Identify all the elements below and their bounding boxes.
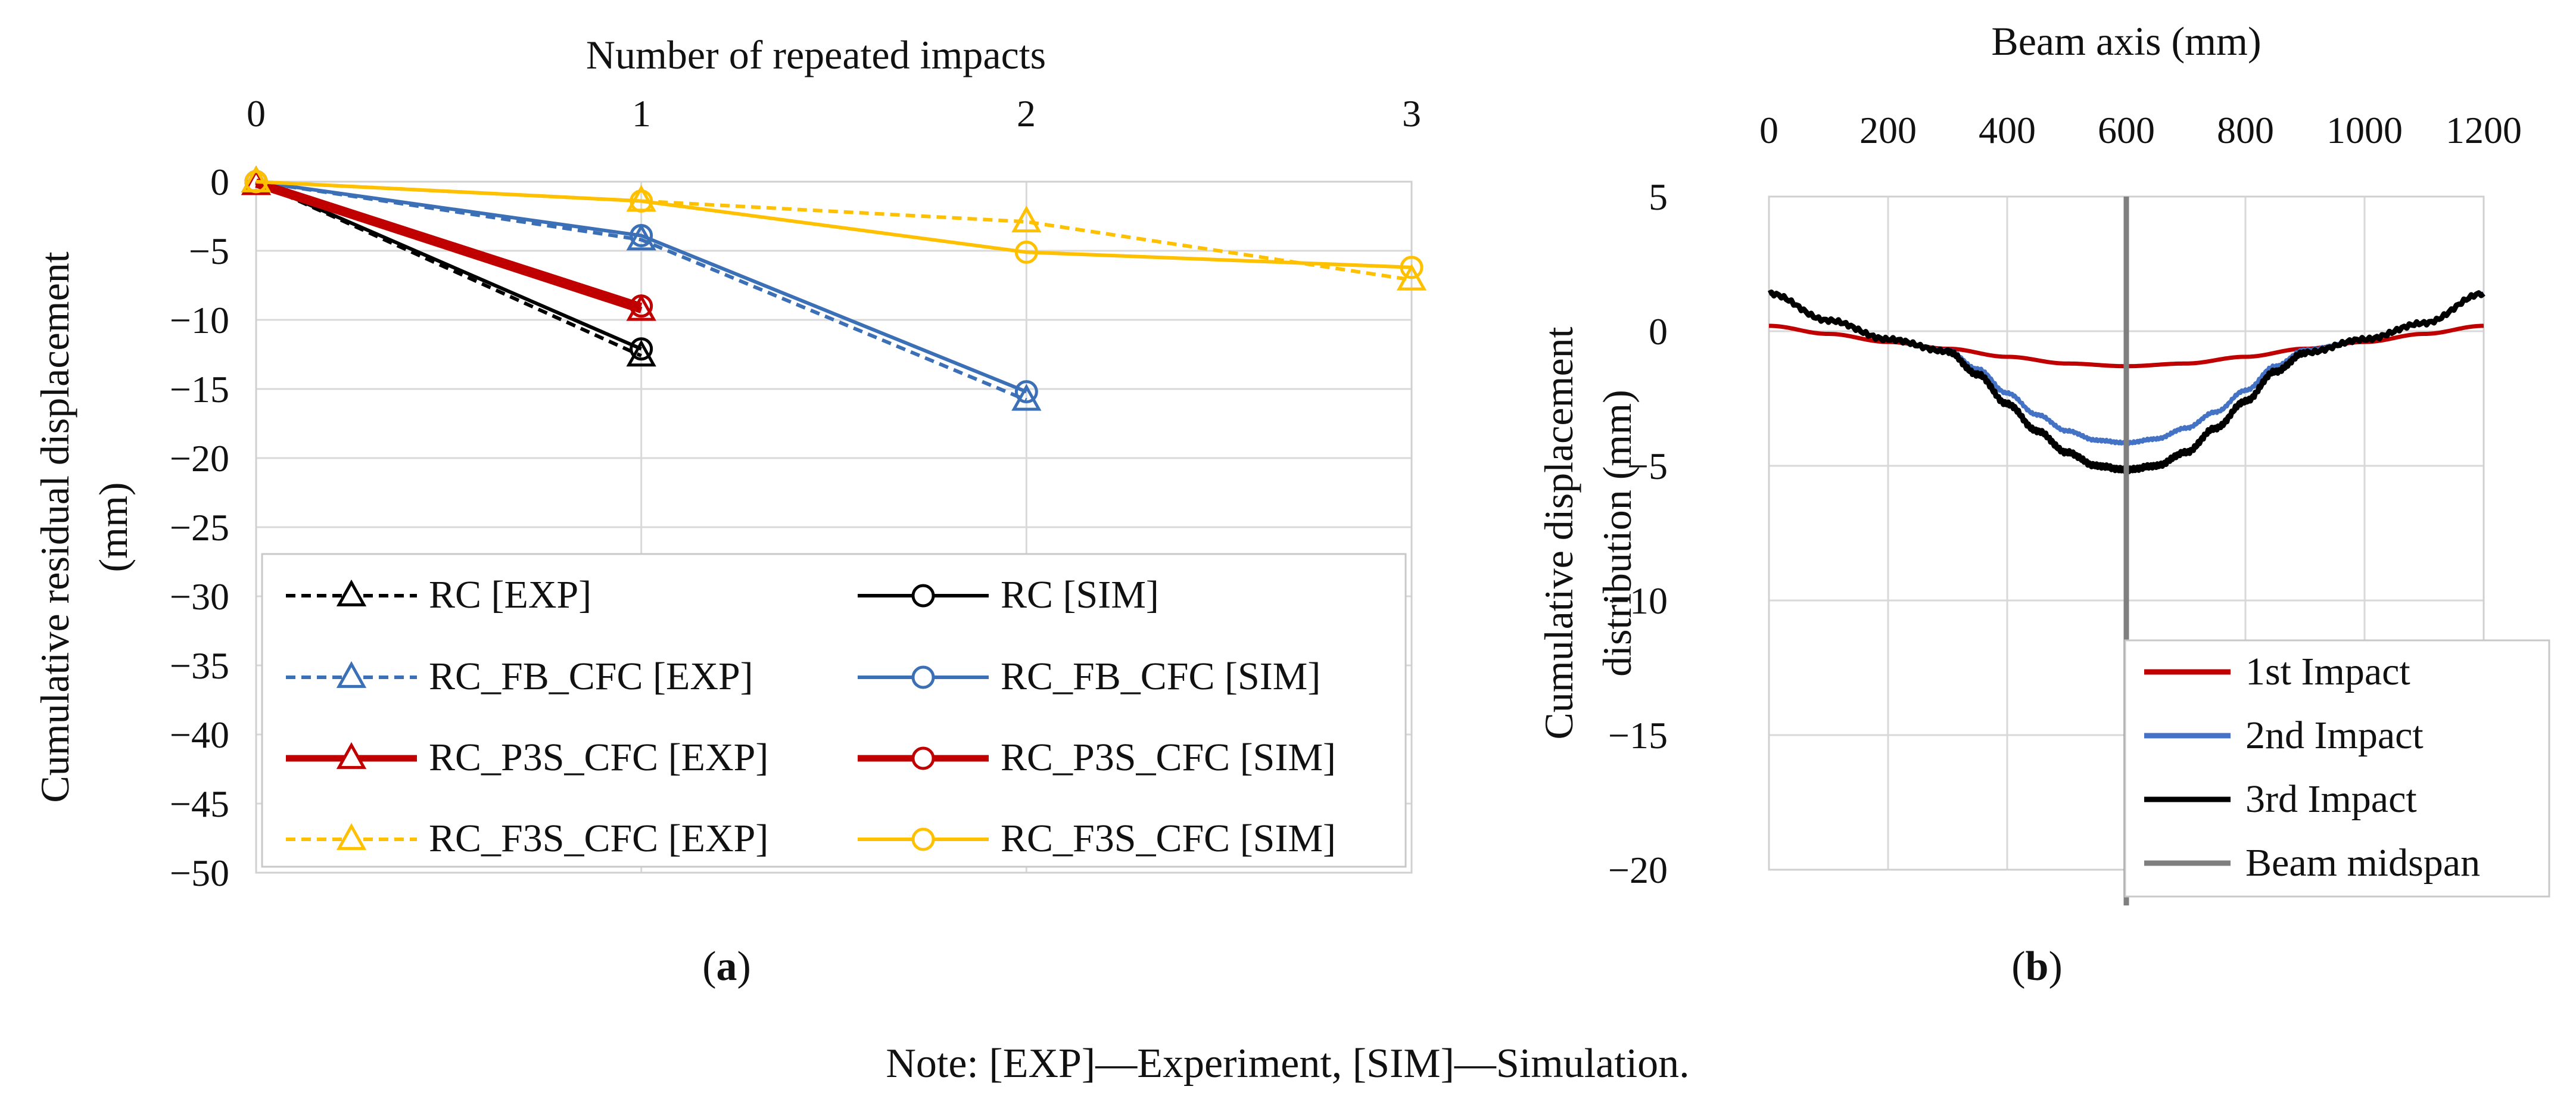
panel-a-y-tick-label: −5 <box>189 230 229 272</box>
legend-swatch-circle <box>911 827 935 851</box>
panel-b-y-tick-label: −15 <box>1608 714 1668 757</box>
panel-a-y-tick-label: −40 <box>170 714 229 756</box>
panel-a-y-tick-label: −15 <box>170 368 229 410</box>
panel-a-y-tick-label: −10 <box>170 299 229 341</box>
legend-label-rc-exp: RC [EXP] <box>429 573 591 617</box>
legend-label-1st-impact: 1st Impact <box>2245 650 2410 693</box>
panel-a-y-tick-label: −25 <box>170 506 229 549</box>
legend-label-rc-f3s-cfc-sim: RC_F3S_CFC [SIM] <box>1001 817 1336 860</box>
panel-a-label: (a) <box>702 944 751 989</box>
series-rc-f3s-cfc-exp <box>241 165 1427 291</box>
panel-b-chart: 0 200 400 600 800 1000 1200 5 0 −5 −10 −… <box>1536 18 2550 989</box>
series-line-rc-f3s-cfc-exp <box>256 180 1412 282</box>
legend-label-rc-fb-cfc-sim: RC_FB_CFC [SIM] <box>1001 655 1320 698</box>
panel-a-y-tick-label: −20 <box>170 437 229 480</box>
data-point-circle <box>630 189 653 213</box>
data-point-triangle <box>1011 206 1042 233</box>
panel-b-x-tick-label: 800 <box>2217 109 2274 151</box>
series-line-rc-p3s-cfc-sim <box>255 178 643 310</box>
panel-b-x-tick-label: 0 <box>1759 109 1778 151</box>
data-point-circle <box>244 170 268 194</box>
legend-label-beam-midspan: Beam midspan <box>2245 841 2480 885</box>
panel-b-legend-swatches <box>2144 669 2231 866</box>
data-point-circle <box>1014 380 1038 404</box>
panel-b-y-tick-label: −10 <box>1608 580 1668 622</box>
panel-b-y-axis-title: Cumulative displacement <box>1536 326 1581 739</box>
panel-a-y-tick-label: −50 <box>170 852 229 894</box>
panel-a-y-tick-label: −35 <box>170 645 229 687</box>
panel-a-y-tick-label: −45 <box>170 783 229 825</box>
panel-a-series <box>241 165 1427 411</box>
legend-swatch-rc-fb-cfc-exp <box>286 661 417 688</box>
panel-b-y-axis-title-unit: distribution (mm) <box>1594 390 1640 677</box>
panel-b-legend-box <box>2124 639 2550 898</box>
series-line-rc-fb-cfc-sim <box>256 180 1027 394</box>
panel-b-x-tick-label: 600 <box>2098 109 2155 151</box>
legend-swatch-rc-f3s-cfc-exp <box>286 823 417 850</box>
panel-a-y-tick-label: 0 <box>210 161 229 203</box>
panel-b-y-tick-label: −20 <box>1608 849 1668 891</box>
legend-label-rc-fb-cfc-exp: RC_FB_CFC [EXP] <box>429 655 753 698</box>
panel-b-x-tick-label: 200 <box>1859 109 1917 151</box>
data-point-triangle <box>1396 263 1427 291</box>
panel-b-x-axis-title: Beam axis (mm) <box>1991 18 2261 64</box>
legend-label-2nd-impact: 2nd Impact <box>2245 714 2424 757</box>
panel-a-x-axis-title: Number of repeated impacts <box>586 32 1046 77</box>
panel-b-y-tick-label: 0 <box>1649 310 1668 353</box>
data-point-circle <box>630 337 653 361</box>
legend-label-rc-sim: RC [SIM] <box>1001 573 1159 617</box>
panel-b-y-tick-label: 5 <box>1649 176 1668 218</box>
panel-b-x-tick-label: 1200 <box>2446 109 2522 151</box>
legend-swatch-circle <box>911 665 935 689</box>
panel-a-y-axis-title-unit: (mm) <box>91 482 136 572</box>
legend-swatch-rc-fb-cfc-sim <box>858 665 989 689</box>
legend-swatch-circle <box>911 584 935 608</box>
legend-swatch-circle <box>911 746 935 770</box>
panel-a-x-tick-label: 0 <box>247 92 266 135</box>
legend-swatch-triangle <box>336 742 367 769</box>
legend-swatch-rc-p3s-cfc-sim <box>858 746 989 770</box>
panel-b-y-tick-labels: 5 0 −5 −10 −15 −20 <box>1608 176 1668 891</box>
legend-swatch-triangle <box>336 579 367 606</box>
legend-swatch-triangle <box>336 661 367 688</box>
legend-label-rc-p3s-cfc-sim: RC_P3S_CFC [SIM] <box>1001 736 1336 779</box>
legend-label-3rd-impact: 3rd Impact <box>2245 777 2417 821</box>
legend-swatch-rc-f3s-cfc-sim <box>858 827 989 851</box>
panel-a-plot-frame <box>255 180 1413 874</box>
legend-swatch-rc-sim <box>858 584 989 608</box>
panel-a-y-tick-label: −30 <box>170 575 229 618</box>
panel-a-y-tick-labels: 0 −5 −10 −15 −20 −25 −30 −35 −40 −45 −50 <box>170 161 229 894</box>
data-point-circle <box>1400 256 1424 279</box>
panel-a-y-axis-title: Cumulative residual displacement <box>32 251 77 802</box>
panel-b-label: (b) <box>2011 944 2063 989</box>
data-point-circle <box>1014 240 1038 264</box>
panel-a-legend-box <box>261 553 1407 868</box>
panel-a-chart: 0 1 2 3 0 −5 −10 −15 −20 −25 −30 −35 −40… <box>32 32 1427 989</box>
panel-b-legend: 1st Impact 2nd Impact 3rd Impact Beam mi… <box>2124 639 2550 898</box>
panel-a-x-tick-label: 1 <box>632 92 651 135</box>
panel-a-x-tick-label: 3 <box>1402 92 1421 135</box>
data-point-triangle <box>626 340 656 367</box>
series-rc-f3s-cfc-sim <box>244 170 1424 279</box>
panel-b-x-tick-label: 400 <box>1979 109 2036 151</box>
data-point-circle <box>630 223 653 247</box>
legend-swatch-triangle <box>336 823 367 850</box>
legend-label-rc-f3s-cfc-exp: RC_F3S_CFC [EXP] <box>429 817 768 860</box>
panel-a-x-tick-labels: 0 1 2 3 <box>247 92 1421 135</box>
panel-a-legend: RC [EXP] RC [SIM] RC_FB_CFC [EXP] RC_FB_… <box>261 553 1407 868</box>
figure-note: Note: [EXP]—Experiment, [SIM]—Simulation… <box>886 1041 1689 1087</box>
legend-swatch-rc-p3s-cfc-exp <box>286 742 417 769</box>
panel-b-y-tick-label: −5 <box>1627 445 1668 487</box>
legend-swatch-rc-exp <box>286 579 417 606</box>
panel-a-legend-swatches <box>286 579 989 851</box>
panel-b-x-tick-label: 1000 <box>2326 109 2403 151</box>
panel-a-x-tick-label: 2 <box>1017 92 1036 135</box>
panel-b-x-tick-labels: 0 200 400 600 800 1000 1200 <box>1759 109 2522 151</box>
series-line-rc-f3s-cfc-sim <box>256 180 1412 269</box>
series-line-rc-sim <box>255 180 642 351</box>
data-point-circle <box>630 294 653 318</box>
data-point-triangle <box>626 294 656 321</box>
legend-label-rc-p3s-cfc-exp: RC_P3S_CFC [EXP] <box>429 736 768 779</box>
